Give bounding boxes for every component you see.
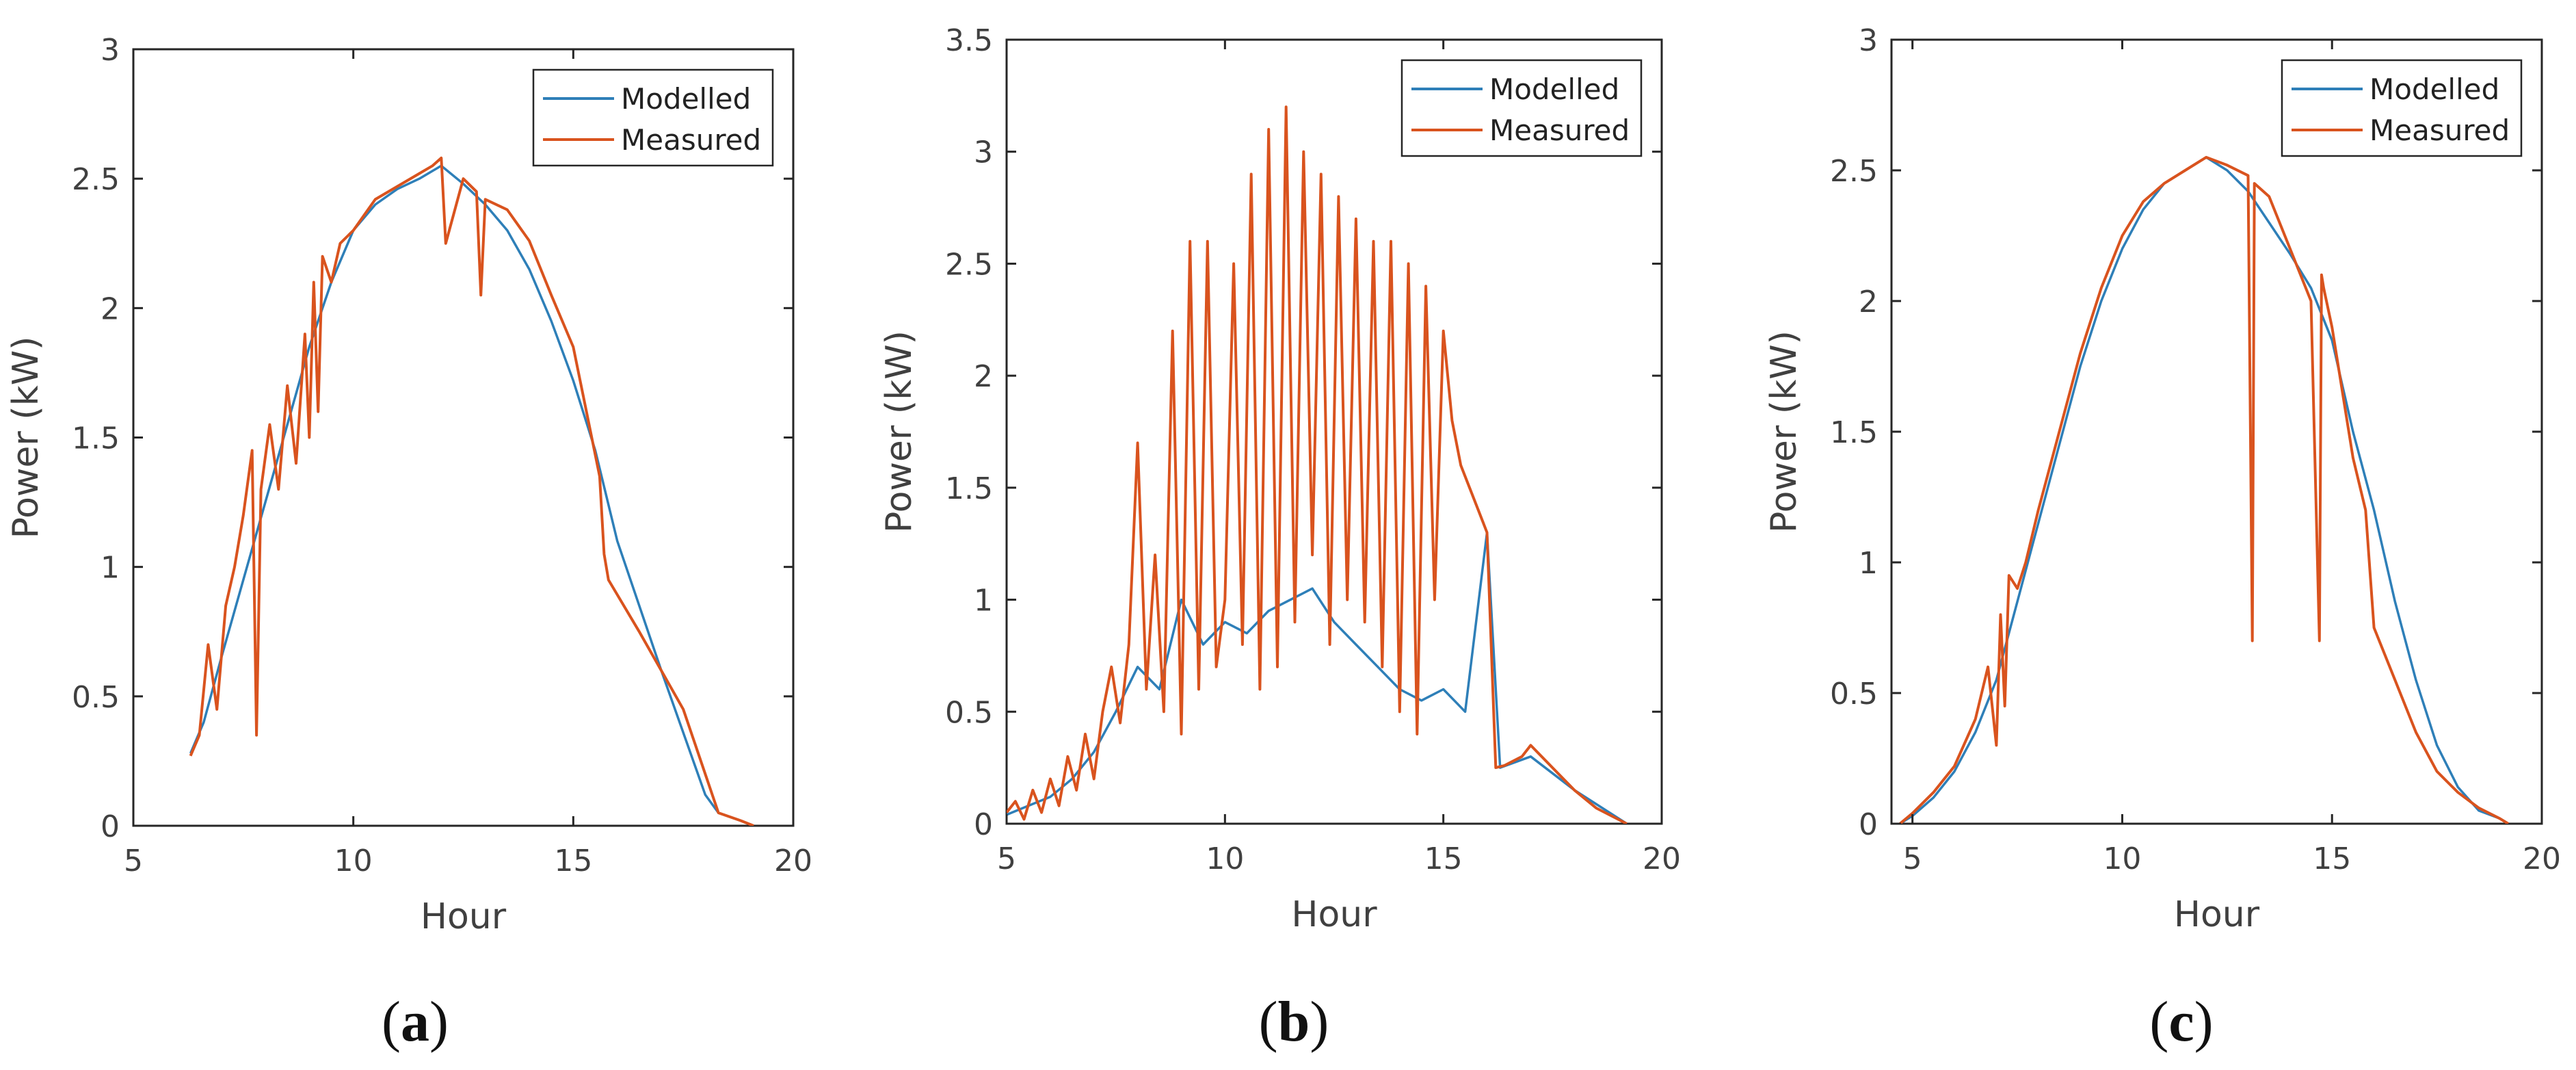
y-tick-label: 2.5 (72, 162, 120, 197)
y-tick-label: 0 (101, 809, 120, 844)
series-group (1899, 155, 2509, 824)
panel-label-b: (b) (1225, 989, 1362, 1055)
y-tick-label: 2 (974, 359, 993, 394)
label-open-paren: ( (382, 990, 401, 1054)
series-line-modelled (1007, 531, 1628, 824)
y-tick-label: 1 (101, 551, 120, 586)
panel-label-c: (c) (2113, 989, 2250, 1055)
x-axis-label: Hour (2174, 894, 2260, 935)
x-tick-label: 5 (997, 841, 1016, 876)
chart-panel-b: 5 10 15 20 0 0.5 1 1.5 2 2.5 3 3.5 Hour Power (kW) Mod… (879, 23, 1681, 935)
x-axis-label: Hour (421, 896, 507, 937)
x-tick-label: 10 (2103, 841, 2141, 876)
label-letter: c (2168, 990, 2194, 1054)
chart-panel-c: 5 10 15 20 0 0.5 1 1.5 2 2.5 3 Hour Power (kW) Modell… (1764, 23, 2561, 935)
legend: Modelled Measured (1400, 59, 1643, 157)
chart-panel-a: 5 10 15 20 0 0.5 1 1.5 2 2.5 3 Hour Power (kW) Modell… (5, 33, 812, 937)
x-tick-label: 5 (1903, 841, 1922, 876)
legend-box (1400, 59, 1643, 157)
y-tick-label: 2 (101, 291, 120, 326)
x-tick-label: 20 (2523, 841, 2561, 876)
y-tick-label: 0 (1859, 807, 1878, 842)
y-tick-label: 2.5 (1830, 154, 1878, 189)
x-tick-label: 5 (124, 844, 143, 878)
y-tick-label: 0.5 (1830, 677, 1878, 712)
x-axis-label: Hour (1291, 894, 1377, 935)
label-open-paren: ( (2149, 990, 2169, 1054)
x-tick-label: 10 (334, 844, 373, 878)
series-line-measured (1007, 105, 1628, 824)
panel-label-a: (a) (347, 989, 483, 1055)
y-tick-label: 1 (1859, 546, 1878, 581)
x-tick-label: 15 (1424, 841, 1463, 876)
legend-label-measured: Measured (2369, 114, 2510, 147)
y-tick-label: 1.5 (72, 421, 120, 456)
label-close-paren: ) (1310, 990, 1329, 1054)
y-tick-label: 0 (974, 807, 993, 842)
legend-label-modelled: Modelled (1489, 73, 1619, 106)
series-group (189, 156, 754, 826)
label-letter: a (401, 990, 429, 1054)
y-axis-label: Power (kW) (5, 337, 47, 539)
legend-box (532, 68, 774, 167)
label-open-paren: ( (1258, 990, 1278, 1054)
y-tick-label: 1.5 (1830, 415, 1878, 450)
series-line-measured (189, 156, 754, 826)
legend-label-modelled: Modelled (2369, 73, 2499, 106)
x-tick-label: 20 (774, 844, 812, 878)
series-line-measured (1899, 155, 2509, 824)
legend: Modelled Measured (532, 68, 774, 167)
label-close-paren: ) (429, 990, 449, 1054)
x-tick-label: 15 (2313, 841, 2351, 876)
y-tick-label: 2.5 (945, 247, 993, 282)
series-group (1007, 105, 1628, 824)
y-tick-label: 0.5 (945, 695, 993, 730)
legend-label-modelled: Modelled (621, 82, 751, 116)
y-axis-label: Power (kW) (1764, 330, 1805, 533)
x-tick-label: 10 (1206, 841, 1244, 876)
y-tick-label: 3.5 (945, 23, 993, 58)
y-tick-label: 2 (1859, 285, 1878, 319)
x-tick-label: 15 (554, 844, 592, 878)
legend-label-measured: Measured (621, 123, 761, 157)
y-tick-label: 3 (101, 33, 120, 68)
y-tick-label: 0.5 (72, 680, 120, 715)
series-line-modelled (189, 164, 754, 826)
y-tick-label: 1 (974, 584, 993, 618)
legend-box (2281, 59, 2523, 157)
y-tick-label: 1.5 (945, 471, 993, 506)
y-axis-label: Power (kW) (879, 330, 920, 533)
y-tick-label: 3 (1859, 23, 1878, 58)
legend-label-measured: Measured (1489, 114, 1630, 147)
legend: Modelled Measured (2281, 59, 2523, 157)
x-tick-label: 20 (1643, 841, 1681, 876)
label-close-paren: ) (2194, 990, 2214, 1054)
y-tick-label: 3 (974, 135, 993, 170)
plot-area (1890, 38, 2543, 825)
label-letter: b (1277, 990, 1310, 1054)
